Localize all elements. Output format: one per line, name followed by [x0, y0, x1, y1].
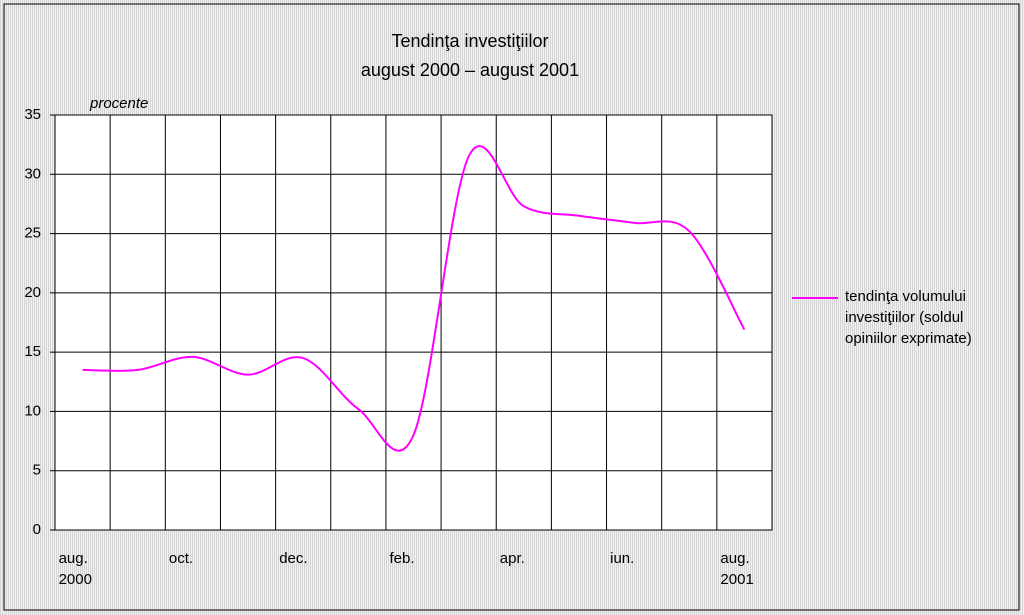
plot-area — [55, 115, 772, 530]
y-tick-label: 35 — [24, 106, 41, 123]
x-tick-label: iun. — [610, 550, 635, 567]
y-axis-label: procente — [89, 95, 148, 112]
series-line — [82, 145, 746, 452]
y-tick-label: 10 — [24, 402, 41, 419]
y-tick-label: 20 — [24, 284, 41, 301]
chart-border — [3, 3, 1020, 611]
x-tick-label: apr. — [499, 550, 525, 567]
chart-title: Tendinţa investiţiilor — [391, 31, 548, 51]
y-tick-label: 0 — [33, 521, 41, 538]
plot-border — [54, 114, 773, 531]
y-tick-label: 30 — [24, 165, 41, 182]
y-tick-label: 5 — [33, 462, 41, 479]
y-tick-label: 15 — [24, 343, 41, 360]
chart-subtitle: august 2000 – august 2001 — [361, 60, 579, 80]
x-tick-label: feb. — [389, 550, 415, 567]
x-tick-label: oct. — [168, 550, 194, 567]
x-tick-label: aug. 2001 — [720, 550, 754, 588]
x-tick-label: dec. — [279, 550, 308, 567]
y-tick-label: 25 — [24, 225, 41, 242]
legend-label: tendinţa volumului investiţiilor (soldul… — [845, 288, 972, 347]
x-tick-label: aug. 2000 — [58, 550, 92, 588]
